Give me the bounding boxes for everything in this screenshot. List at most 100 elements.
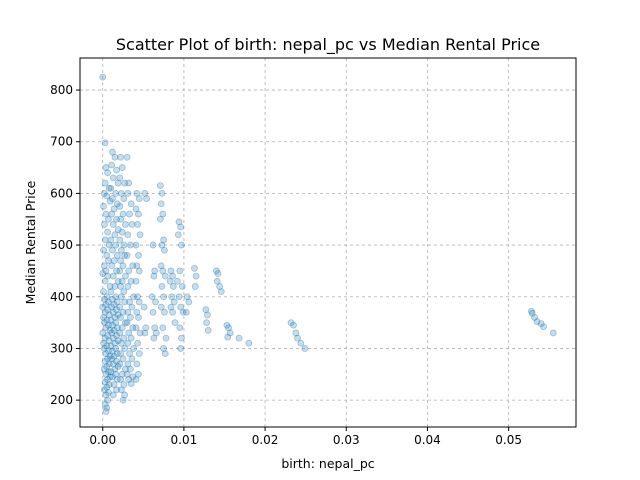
data-point [135,210,142,218]
data-point [114,311,122,319]
data-point [130,293,137,301]
data-point [159,210,167,218]
data-point [124,339,132,347]
data-point [101,400,109,408]
data-point [127,334,135,342]
data-point [126,350,133,358]
data-point [160,345,168,352]
data-point [132,376,140,383]
data-point [101,139,109,147]
data-point [99,270,107,277]
data-point [103,252,111,259]
data-point [124,308,132,316]
data-point [158,189,166,197]
data-point [160,236,168,244]
data-point [135,370,142,378]
data-point [111,339,119,347]
data-point [122,319,129,327]
data-point [185,298,193,306]
data-point [292,329,300,337]
data-point [108,161,116,169]
data-point [121,391,129,399]
data-point [104,396,111,404]
data-point [118,339,125,347]
data-point [116,360,124,368]
data-point [101,308,109,316]
data-point [183,293,191,301]
data-point [167,267,175,275]
data-point [111,365,119,373]
data-point [106,283,114,290]
data-point [128,303,136,311]
data-point [130,345,137,352]
data-point [203,319,211,327]
data-point [537,320,545,328]
data-point [149,241,157,249]
data-point [109,272,117,280]
data-point [100,345,108,352]
data-point [105,347,112,355]
data-point [122,272,129,280]
data-point [107,184,115,192]
data-point [533,318,541,325]
data-point [113,166,120,174]
data-point [123,153,131,161]
data-point [151,267,159,275]
data-point [113,324,121,332]
data-point [132,277,140,285]
data-point [113,298,121,306]
data-point [113,200,121,208]
data-point [528,309,536,317]
data-point [127,277,135,285]
data-point [122,221,129,228]
data-point [101,179,109,187]
data-point [135,267,143,275]
data-point [105,241,113,249]
data-point [109,360,117,368]
data-point [132,205,140,213]
data-point [151,324,159,332]
data-point [119,396,127,404]
data-point [105,368,112,376]
data-point [123,319,131,327]
data-point [109,148,116,156]
data-point [161,308,168,316]
data-point [127,200,135,208]
data-point [169,308,176,316]
data-point [157,200,165,208]
data-point [121,298,129,306]
data-point [132,324,140,332]
data-point [104,228,111,236]
data-point [117,283,124,290]
data-point [106,352,114,360]
data-point [109,295,116,303]
data-point [527,307,535,315]
data-point [168,293,176,301]
data-point [118,228,126,236]
data-point [108,355,116,363]
data-point [157,262,165,270]
data-point [182,308,190,316]
data-point [108,329,116,337]
data-point [161,272,169,280]
data-point [124,231,132,239]
data-point [135,298,143,306]
data-point [105,311,113,319]
data-point [118,246,125,254]
data-point [191,283,199,290]
data-point [102,324,110,332]
data-point [109,373,116,381]
data-point [101,277,109,285]
data-point [117,215,124,223]
data-point [162,334,170,342]
data-point [104,272,111,280]
data-point [103,404,111,412]
data-point [223,321,231,329]
data-point [297,339,305,347]
data-point [176,267,184,275]
data-point [160,293,168,301]
data-point [101,357,109,365]
data-point [114,226,122,233]
data-point [105,381,113,389]
